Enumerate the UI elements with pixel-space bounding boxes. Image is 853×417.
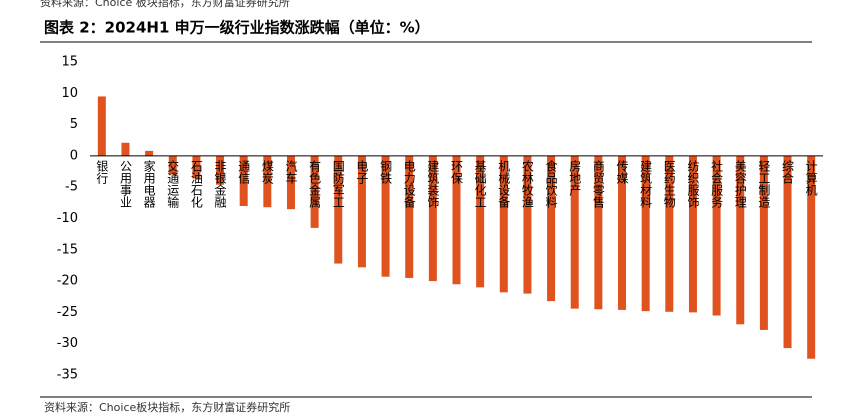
x-tick-label: 美容护理	[733, 159, 747, 207]
x-tick-label: 环保	[450, 160, 464, 184]
x-tick-label: 综合	[781, 159, 795, 183]
bar	[145, 150, 154, 156]
x-tick-label: 通信	[237, 159, 251, 184]
bar	[97, 96, 106, 156]
y-tick-label: -20	[57, 274, 78, 289]
x-tick-label: 非银金融	[213, 159, 227, 208]
x-tick-label: 有色金属	[308, 159, 322, 208]
x-tick-label: 商贸零售	[591, 158, 605, 207]
x-tick-label: 农林牧渔	[520, 159, 534, 207]
bar	[641, 155, 650, 312]
x-tick-label: 社会服务	[710, 158, 724, 207]
x-tick-label: 基础化工	[473, 159, 487, 207]
bar	[476, 155, 485, 288]
x-tick-label: 计算机	[804, 159, 818, 195]
y-tick-label: 0	[70, 148, 78, 163]
bar	[334, 155, 343, 264]
bar	[570, 155, 579, 309]
bar	[168, 155, 177, 175]
x-tick-label: 银行	[95, 159, 109, 183]
bar	[688, 155, 697, 313]
bar	[807, 155, 816, 359]
x-tick-label: 房地产	[568, 158, 582, 196]
bar	[547, 155, 556, 302]
x-tick-label: 家用电器	[142, 158, 156, 208]
x-tick-label: 电子	[355, 159, 369, 183]
bar	[263, 155, 272, 208]
bar	[499, 155, 508, 293]
bar	[783, 155, 792, 349]
header-note: 资料来源：Choice 板块指标，东方财富证券研究所	[40, 0, 290, 9]
y-tick-label: 5	[70, 117, 78, 132]
y-tick-label: -25	[57, 305, 78, 320]
chart-title: 图表 2：2024H1 申万一级行业指数涨跌幅（单位：%）	[44, 19, 430, 37]
bar	[712, 155, 721, 316]
y-tick-label: -5	[65, 180, 78, 195]
bar	[759, 155, 768, 330]
bar	[618, 155, 627, 310]
x-tick-label: 纺织服饰	[686, 159, 700, 207]
bar	[381, 155, 390, 277]
x-tick-label: 公用事业	[118, 160, 132, 208]
bar	[405, 155, 414, 278]
y-tick-label: -15	[57, 242, 78, 257]
bar	[286, 155, 295, 210]
x-tick-label: 钢铁	[379, 159, 393, 183]
bar	[428, 155, 437, 282]
y-tick-label: -35	[57, 368, 78, 383]
bar	[452, 155, 461, 285]
x-tick-label: 建筑装饰	[426, 159, 440, 207]
x-tick-label: 机械设备	[497, 159, 511, 208]
bar	[594, 155, 603, 310]
y-tick-label: -10	[57, 211, 78, 226]
bar	[523, 155, 532, 294]
bar	[357, 155, 366, 268]
x-tick-label: 电力设备	[402, 159, 416, 208]
y-tick-label: 10	[61, 86, 78, 101]
bar	[216, 155, 225, 185]
x-tick-label: 食品饮料	[544, 158, 558, 207]
y-tick-label: 15	[61, 55, 78, 70]
x-tick-label: 轻工制造	[757, 159, 771, 207]
y-tick-label: -30	[57, 336, 78, 351]
source: 资料来源：Choice板块指标，东方财富证券研究所	[44, 400, 290, 414]
bar	[192, 155, 201, 179]
bar	[239, 155, 248, 206]
bar	[665, 155, 674, 312]
x-tick-label: 煤炭	[260, 159, 274, 184]
x-tick-label: 建筑材料	[639, 159, 653, 207]
bar	[310, 155, 319, 228]
bar	[736, 155, 745, 325]
x-tick-label: 传媒	[615, 158, 629, 183]
x-tick-label: 石油石化	[189, 160, 203, 209]
bar	[121, 142, 130, 156]
x-tick-label: 国防军工	[331, 160, 345, 208]
x-tick-label: 医药生物	[662, 160, 676, 208]
x-tick-label: 交通运输	[166, 158, 180, 208]
x-tick-label: 汽车	[284, 158, 298, 184]
